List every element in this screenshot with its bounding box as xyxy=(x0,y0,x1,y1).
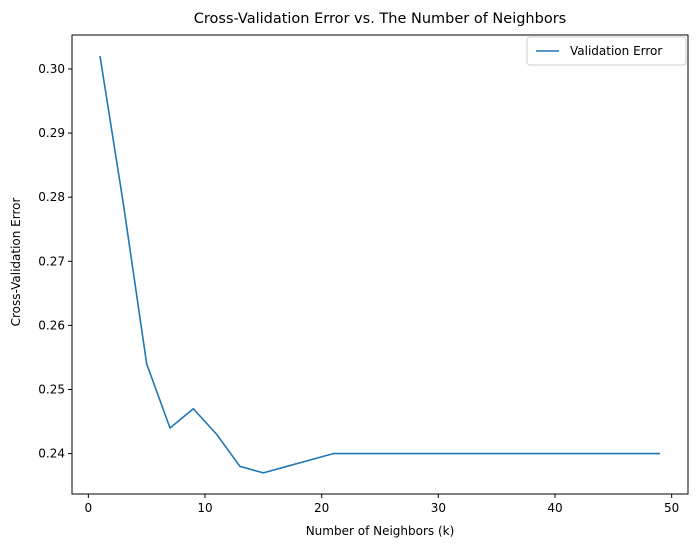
x-axis: 0 10 20 30 40 50 xyxy=(85,494,679,515)
x-tick-label: 0 xyxy=(85,501,93,515)
x-tick-label: 30 xyxy=(431,501,446,515)
x-tick-label: 40 xyxy=(547,501,562,515)
legend-box xyxy=(526,36,687,66)
y-tick-label: 0.26 xyxy=(38,318,65,332)
y-tick-label: 0.27 xyxy=(38,254,65,268)
y-axis-title: Cross-Validation Error xyxy=(9,198,23,327)
legend-label-validation-error: Validation Error xyxy=(570,44,662,58)
y-tick-label: 0.30 xyxy=(38,62,65,76)
y-tick-label: 0.25 xyxy=(38,383,65,397)
plot-frame xyxy=(71,34,689,495)
series-line-validation-error xyxy=(99,56,660,474)
x-tick-label: 50 xyxy=(664,501,679,515)
x-axis-title: Number of Neighbors (k) xyxy=(306,524,455,538)
plot-area xyxy=(71,34,689,495)
y-axis: 0.24 0.25 0.26 0.27 0.28 0.29 0.30 xyxy=(38,62,72,461)
y-tick-label: 0.28 xyxy=(38,190,65,204)
y-tick-label: 0.29 xyxy=(38,126,65,140)
x-tick-label: 20 xyxy=(314,501,329,515)
legend: Validation Error xyxy=(526,36,687,66)
y-tick-label: 0.24 xyxy=(38,447,65,461)
chart-title: Cross-Validation Error vs. The Number of… xyxy=(194,11,566,27)
x-tick-label: 10 xyxy=(197,501,212,515)
